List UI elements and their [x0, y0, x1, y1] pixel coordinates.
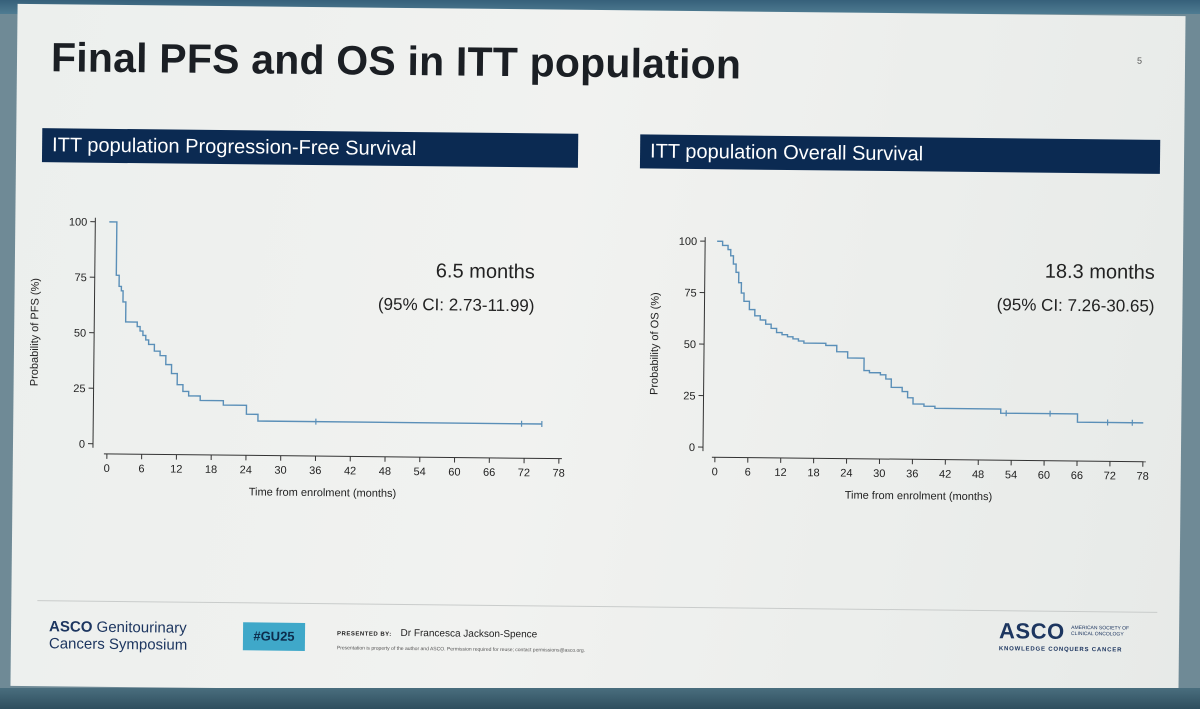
- meeting-line-2: Cancers Symposium: [48, 635, 188, 654]
- os-median-ci: (95% CI: 7.26-30.65): [996, 295, 1155, 316]
- pfs-x-tick-label: 48: [379, 466, 391, 478]
- asco-gu-logo: ASCO Genitourinary Cancers Symposium: [49, 618, 188, 653]
- os-x-tick-label: 0: [712, 466, 718, 478]
- os-x-tick-label: 18: [807, 467, 819, 479]
- asco-tagline: KNOWLEDGE CONQUERS CANCER: [998, 646, 1123, 654]
- pfs-x-tick-label: 0: [104, 463, 110, 475]
- pfs-median-annotation: 6.5 months (95% CI: 2.73-11.99): [334, 259, 535, 316]
- pfs-x-tick-label: 36: [309, 465, 321, 477]
- pfs-median-ci: (95% CI: 2.73-11.99): [377, 294, 535, 316]
- os-y-tick-label: 25: [683, 390, 695, 402]
- pfs-x-tick-label: 12: [170, 464, 182, 476]
- os-x-tick-label: 36: [906, 468, 918, 480]
- os-survival-curve: [717, 240, 1144, 424]
- pfs-x-axis-label: Time from enrolment (months): [249, 486, 397, 500]
- pfs-x-tick-label: 72: [518, 467, 530, 479]
- pfs-y-tick-label: 100: [69, 216, 87, 228]
- society-line-2: CLINICAL ONCOLOGY: [1071, 630, 1124, 638]
- society-name: AMERICAN SOCIETY OF CLINICAL ONCOLOGY: [1071, 625, 1151, 638]
- os-y-tick-label: 0: [689, 442, 695, 454]
- hashtag-badge: #GU25: [242, 622, 306, 651]
- os-x-tick-label: 54: [1005, 469, 1017, 481]
- asco-brand: ASCO: [48, 618, 93, 636]
- presenter-name: Dr Francesca Jackson-Spence: [400, 627, 538, 641]
- os-y-tick-label: 50: [684, 339, 696, 351]
- pfs-x-tick-label: 24: [240, 464, 252, 476]
- presented-by-label: PRESENTED BY:: [336, 631, 392, 638]
- presenter-line: PRESENTED BY: Dr Francesca Jackson-Spenc…: [337, 627, 537, 640]
- pfs-x-tick-label: 18: [205, 464, 217, 476]
- monitor-frame-bottom: [0, 688, 1200, 709]
- footer-divider: [37, 600, 1158, 613]
- slide: Final PFS and OS in ITT population 5 ITT…: [10, 3, 1186, 699]
- pfs-x-tick-label: 6: [138, 463, 144, 475]
- disclaimer: Presentation is property of the author a…: [336, 645, 586, 654]
- os-x-axis: [711, 456, 1146, 463]
- os-x-tick-label: 66: [1071, 470, 1083, 482]
- pfs-survival-curve: [109, 221, 542, 425]
- os-x-tick-label: 6: [745, 467, 751, 479]
- pfs-y-tick-label: 75: [74, 272, 86, 284]
- meeting-line-1: Genitourinary: [96, 618, 187, 637]
- os-y-axis-label: Probability of OS (%): [649, 292, 662, 395]
- os-x-tick-label: 60: [1038, 470, 1050, 482]
- pfs-y-tick-label: 50: [74, 328, 86, 340]
- os-x-tick-label: 42: [939, 469, 951, 481]
- os-x-tick-label: 24: [840, 468, 852, 480]
- os-km-chart: 0 25 50 75 100 0 6 12 18 24 30 36 42 48 54 60 66 72 78 Time…: [649, 236, 1149, 504]
- pfs-x-tick-label: 60: [448, 466, 460, 478]
- asco-society-logo: ASCO AMERICAN SOCIETY OF CLINICAL ONCOLO…: [999, 618, 1159, 654]
- pfs-km-chart: 0 25 50 75 100 0 6 12 18 24 30 36 42 48 54 60 66 72 78 Time…: [29, 216, 565, 500]
- pfs-x-tick-label: 66: [483, 467, 495, 479]
- os-x-tick-label: 78: [1137, 471, 1149, 483]
- os-median-value: 18.3 months: [1044, 260, 1155, 284]
- pfs-x-tick-label: 42: [344, 465, 356, 477]
- os-x-axis-label: Time from enrolment (months): [845, 490, 993, 504]
- pfs-y-tick-label: 25: [73, 383, 85, 395]
- pfs-x-tick-label: 54: [413, 466, 425, 478]
- pfs-x-axis: [103, 453, 562, 460]
- os-x-tick-label: 12: [774, 467, 786, 479]
- pfs-y-axis-label: Probability of PFS (%): [29, 278, 42, 386]
- os-x-tick-label: 72: [1104, 470, 1116, 482]
- os-y-tick-label: 75: [684, 287, 696, 299]
- pfs-x-tick-label: 78: [553, 468, 565, 480]
- pfs-y-tick-label: 0: [79, 439, 85, 451]
- os-x-tick-label: 30: [873, 468, 885, 480]
- pfs-median-value: 6.5 months: [435, 260, 535, 284]
- os-x-tick-label: 48: [972, 469, 984, 481]
- pfs-x-tick-label: 30: [274, 465, 286, 477]
- os-median-annotation: 18.3 months (95% CI: 7.26-30.65): [914, 259, 1155, 317]
- os-y-tick-label: 100: [679, 236, 697, 248]
